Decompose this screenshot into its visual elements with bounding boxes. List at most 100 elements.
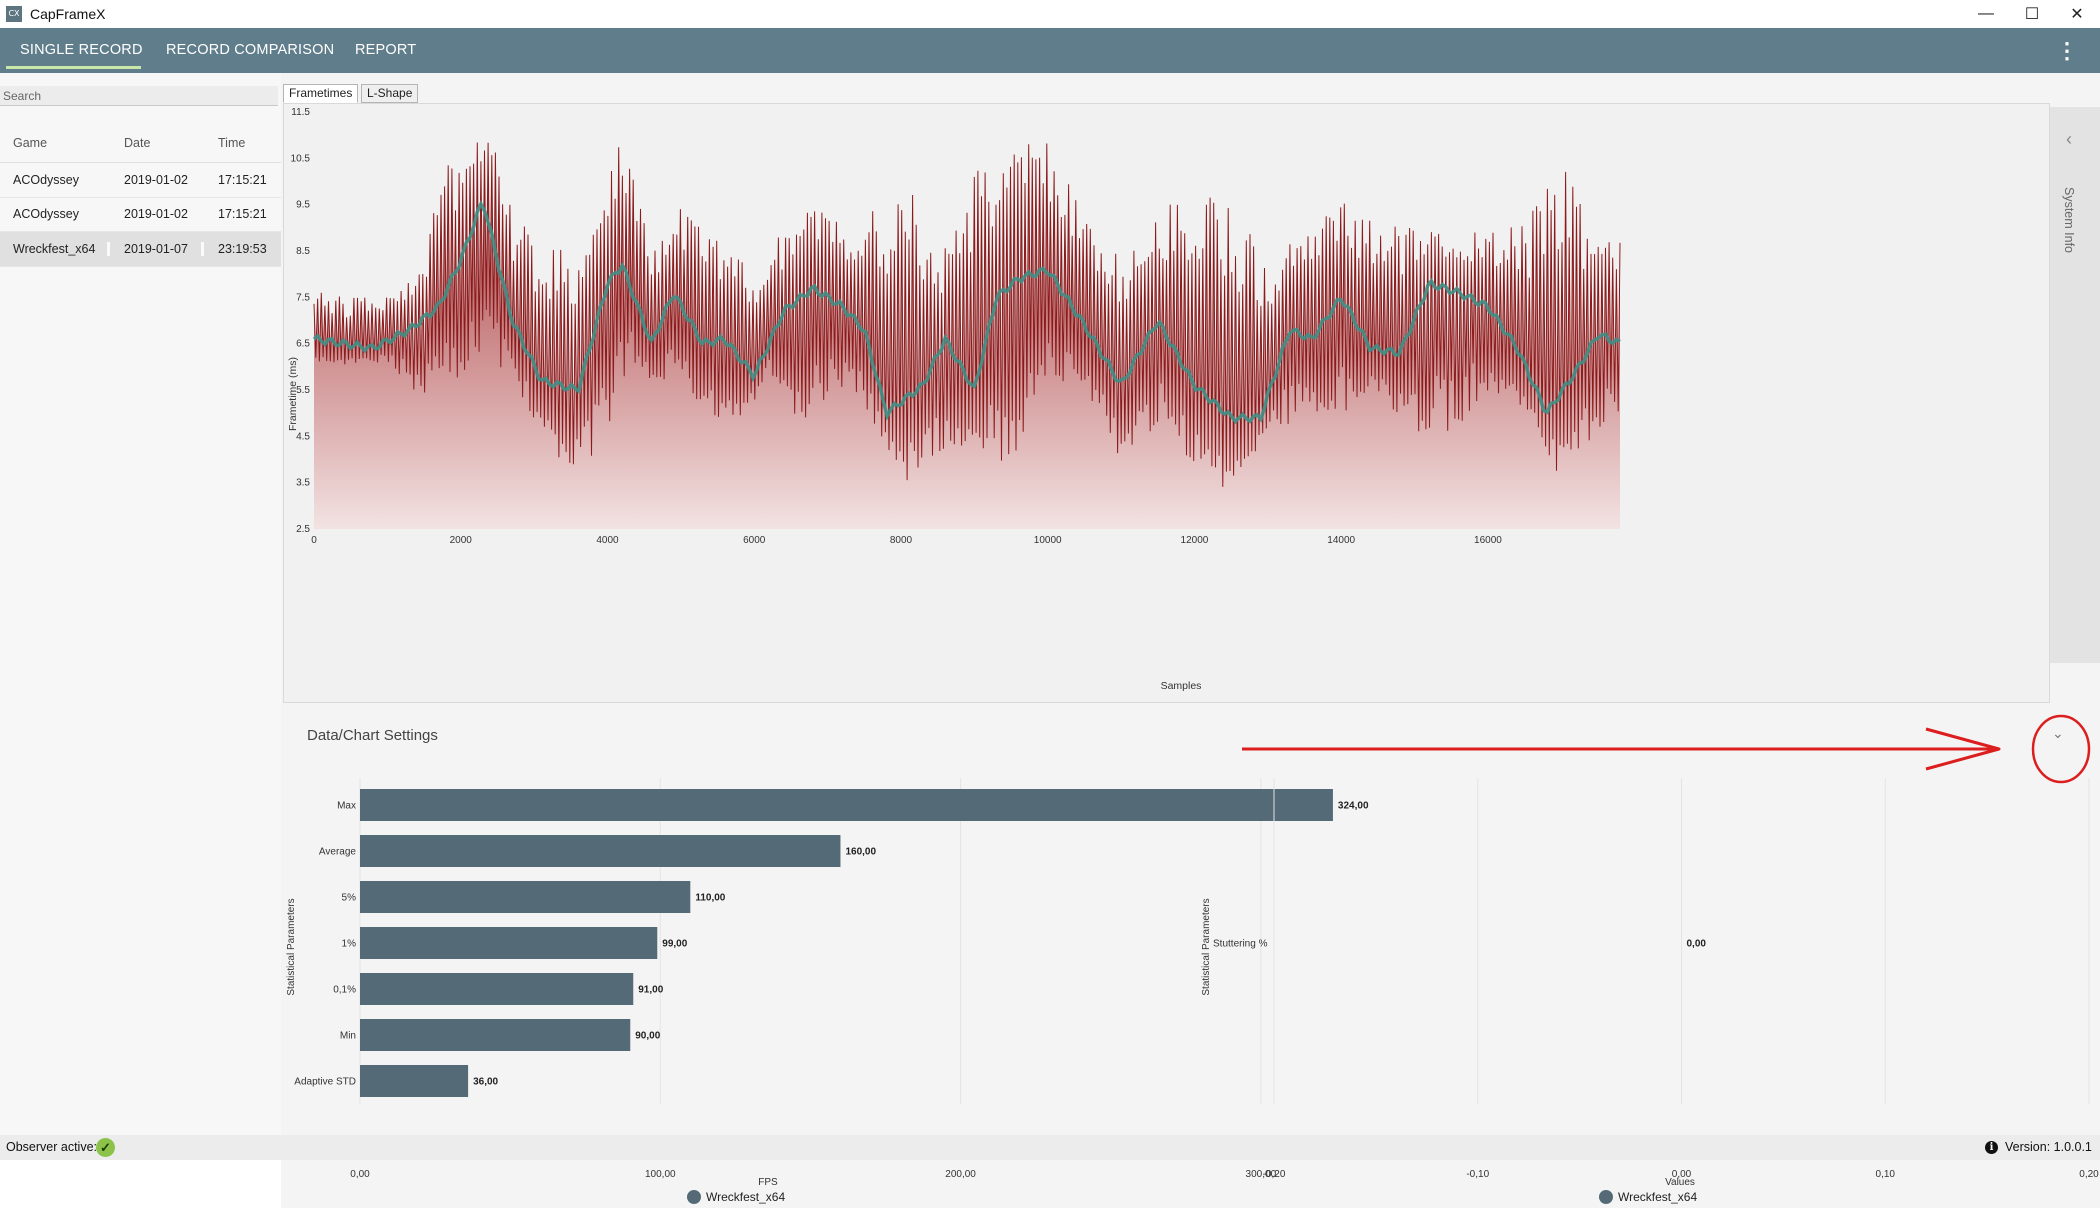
record-time: 23:19:53 [218, 241, 267, 256]
fps-bar[interactable] [360, 1019, 631, 1051]
minimize-button[interactable]: — [1978, 5, 1994, 22]
x-tick-label: 0,00 [350, 1169, 370, 1180]
legend-marker [1599, 1190, 1613, 1204]
x-tick-label: 14000 [1327, 535, 1355, 546]
x-tick-label: 100,00 [645, 1169, 676, 1180]
column-header-game[interactable]: Game [13, 135, 48, 150]
tab-l-shape[interactable]: L-Shape [361, 84, 419, 103]
fps-bar[interactable] [360, 789, 1333, 821]
title-bar: CX CapFrameX — ☐ ✕ [0, 0, 2100, 28]
window-title: CapFrameX [30, 6, 106, 22]
x-tick-label: -0,20 [1263, 1169, 1286, 1180]
search-input[interactable] [0, 86, 278, 106]
fps-bar[interactable] [360, 1065, 469, 1097]
bar-value-label: 91,00 [638, 985, 663, 996]
x-axis-label: Values [1665, 1177, 1695, 1188]
more-options-icon[interactable]: ⋮ [2056, 38, 2078, 63]
fps-bar[interactable] [360, 973, 634, 1005]
legend-label[interactable]: Wreckfest_x64 [1618, 1190, 1697, 1204]
record-date: 2019-01-02 [124, 207, 188, 222]
y-axis-label: Frametime (ms) [287, 357, 299, 431]
frametimes-chart[interactable]: 2.5 3.5 4.5 5.5 6.5 7.5 8.5 9.5 10.5 11.5 0 2000 400… [284, 104, 2051, 704]
settings-label: Data/Chart Settings [307, 727, 438, 744]
fps-bar[interactable] [360, 835, 841, 867]
record-game: ACOdyssey [13, 207, 79, 222]
record-table-header: Game Date Time [0, 123, 281, 163]
y-tick-label: 4.5 [296, 431, 310, 442]
y-tick-label: 6.5 [296, 339, 310, 350]
y-tick-label: 10.5 [291, 153, 311, 164]
category-label: 5% [342, 893, 357, 904]
tab-record-comparison[interactable]: RECORD COMPARISON [166, 42, 335, 58]
system-info-label[interactable]: System Info [2062, 187, 2076, 253]
data-chart-settings-expander[interactable]: Data/Chart Settings ⌄ [283, 711, 2098, 763]
frametime-area [314, 142, 1620, 529]
info-icon[interactable]: i [1985, 1141, 1998, 1154]
record-date: 2019-01-02 [124, 172, 188, 187]
system-info-panel[interactable]: ‹ System Info [2050, 107, 2100, 663]
bar-value-label: 324,00 [1338, 801, 1369, 812]
category-label: Max [337, 801, 356, 812]
chevron-down-icon[interactable]: ⌄ [2052, 725, 2064, 741]
main-navigation: SINGLE RECORD RECORD COMPARISON REPORT ⋮ [0, 28, 2100, 73]
record-row-selected[interactable]: Wreckfest_x64 2019-01-07 23:19:53 [0, 232, 281, 267]
y-axis-label: Statistical Parameters [1201, 898, 1212, 995]
x-tick-label: 200,00 [945, 1169, 976, 1180]
close-button[interactable]: ✕ [2070, 6, 2084, 23]
x-tick-label: 2000 [450, 535, 473, 546]
check-icon: ✓ [96, 1138, 115, 1157]
category-label: 1% [342, 939, 357, 950]
fps-bar[interactable] [360, 927, 658, 959]
frametime-series-line [313, 142, 1621, 487]
x-axis-label: Samples [1161, 680, 1202, 692]
category-label: Min [340, 1031, 356, 1042]
tab-frametimes[interactable]: Frametimes [283, 84, 359, 103]
status-bar: Observer active: ✓ i Version: 1.0.0.1 [0, 1135, 2100, 1160]
maximize-button[interactable]: ☐ [2024, 6, 2040, 23]
record-game: Wreckfest_x64 [0, 241, 110, 256]
x-tick-label: 4000 [596, 535, 619, 546]
y-axis-label: Statistical Parameters [286, 898, 297, 995]
y-tick-label: 8.5 [296, 246, 310, 257]
category-label: 0,1% [333, 985, 356, 996]
record-game: ACOdyssey [13, 172, 79, 187]
record-row[interactable]: ACOdyssey 2019-01-02 17:15:21 [0, 198, 281, 232]
x-tick-label: 0 [311, 535, 317, 546]
x-tick-label: 0,10 [1876, 1169, 1896, 1180]
x-tick-label: 6000 [743, 535, 766, 546]
record-table: Game Date Time ACOdyssey 2019-01-02 17:1… [0, 123, 281, 267]
annotation-overlay [1242, 714, 2091, 784]
moving-average-line [312, 199, 1621, 425]
fps-bar[interactable] [360, 881, 691, 913]
y-tick-label: 11.5 [291, 107, 310, 118]
category-label: Stuttering % [1213, 939, 1268, 950]
tab-single-record[interactable]: SINGLE RECORD [20, 42, 143, 58]
x-tick-label: 8000 [890, 535, 913, 546]
y-tick-label: 3.5 [296, 478, 310, 489]
x-tick-label: 16000 [1474, 535, 1502, 546]
version-label: Version: 1.0.0.1 [2005, 1140, 2092, 1154]
record-row[interactable]: ACOdyssey 2019-01-02 17:15:21 [0, 163, 281, 198]
column-header-date[interactable]: Date [124, 135, 151, 150]
bar-value-label: 99,00 [662, 939, 687, 950]
bar-value-label: 110,00 [695, 893, 725, 904]
annotation-arrow-head [1925, 727, 2001, 771]
frametimes-chart-panel: 2.5 3.5 4.5 5.5 6.5 7.5 8.5 9.5 10.5 11.5 0 2000 400… [283, 103, 2050, 703]
record-time: 17:15:21 [218, 207, 267, 222]
x-tick-label: 0,20 [2079, 1169, 2099, 1180]
y-tick-label: 7.5 [296, 292, 310, 303]
bar-value-label: 90,00 [635, 1031, 660, 1042]
legend-label[interactable]: Wreckfest_x64 [706, 1190, 785, 1204]
column-header-time[interactable]: Time [218, 135, 246, 150]
record-list-panel: Game Date Time ACOdyssey 2019-01-02 17:1… [0, 73, 281, 1135]
legend-marker [687, 1190, 701, 1204]
tab-report[interactable]: REPORT [355, 42, 417, 58]
chevron-left-icon[interactable]: ‹ [2066, 129, 2072, 149]
annotation-circle [2031, 714, 2091, 784]
statistics-panel: 0,00 100,00 200,00 300,00 Max 324,00 Average 16… [281, 765, 2100, 1208]
y-tick-label: 2.5 [296, 524, 310, 535]
active-tab-indicator [6, 66, 141, 69]
category-label: Adaptive STD [294, 1077, 356, 1088]
main-content: Frametimes L-Shape 2.5 3.5 4.5 5.5 6.5 7.5 8.5… [281, 73, 2100, 1208]
